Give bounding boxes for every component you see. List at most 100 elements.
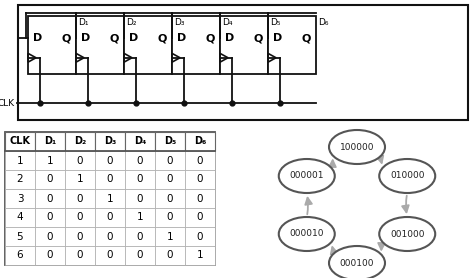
Bar (185, 189, 215, 208)
Text: 0: 0 (77, 193, 83, 203)
Bar (124, 16, 172, 74)
Bar (125, 208, 155, 227)
Bar (95, 246, 125, 265)
Bar (28, 16, 76, 74)
Bar (268, 16, 316, 74)
Bar (35, 132, 65, 151)
Text: CLK: CLK (0, 98, 15, 108)
Text: 0: 0 (197, 193, 203, 203)
Bar (125, 227, 155, 246)
Text: D₅: D₅ (270, 18, 281, 27)
Text: 0: 0 (137, 155, 143, 165)
Text: D₅: D₅ (164, 136, 176, 147)
Bar (35, 170, 65, 189)
Text: Q: Q (301, 33, 310, 43)
Bar (35, 246, 65, 265)
Text: 0: 0 (77, 232, 83, 242)
Ellipse shape (379, 217, 435, 251)
Text: 100000: 100000 (340, 143, 374, 152)
Text: D₃: D₃ (104, 136, 116, 147)
Text: 2: 2 (17, 175, 23, 185)
Bar (155, 208, 185, 227)
Bar (185, 132, 215, 151)
Text: 0: 0 (137, 232, 143, 242)
Text: Q: Q (253, 33, 263, 43)
Text: 0: 0 (77, 250, 83, 260)
Text: 1: 1 (17, 155, 23, 165)
Text: D: D (82, 33, 91, 43)
Bar (76, 16, 124, 74)
Ellipse shape (279, 159, 335, 193)
Bar (125, 189, 155, 208)
Bar (5, 170, 35, 189)
Bar (95, 151, 125, 170)
Text: 1: 1 (197, 250, 203, 260)
Text: 0: 0 (197, 175, 203, 185)
Text: 0: 0 (137, 250, 143, 260)
Text: 000010: 000010 (290, 230, 324, 239)
Text: 0: 0 (107, 175, 113, 185)
Bar (5, 208, 35, 227)
Text: 0: 0 (77, 155, 83, 165)
Bar (5, 189, 35, 208)
Text: D: D (177, 33, 187, 43)
Text: D₃: D₃ (174, 18, 184, 27)
Bar (185, 246, 215, 265)
Text: Q: Q (157, 33, 167, 43)
Text: 0: 0 (107, 232, 113, 242)
Text: 0: 0 (167, 212, 173, 222)
Bar (65, 208, 95, 227)
Text: Q: Q (61, 33, 71, 43)
Text: Q: Q (109, 33, 118, 43)
Text: 0: 0 (47, 193, 53, 203)
Text: D₂: D₂ (126, 18, 137, 27)
Bar (185, 170, 215, 189)
Bar (65, 246, 95, 265)
Text: D: D (33, 33, 43, 43)
Bar (65, 227, 95, 246)
Text: 0: 0 (47, 212, 53, 222)
Text: 010000: 010000 (390, 172, 425, 180)
Text: 6: 6 (17, 250, 23, 260)
Bar (155, 151, 185, 170)
Text: 5: 5 (17, 232, 23, 242)
Ellipse shape (329, 130, 385, 164)
Bar (185, 208, 215, 227)
Text: 001000: 001000 (390, 230, 425, 239)
Bar (155, 246, 185, 265)
Text: 0: 0 (137, 175, 143, 185)
Text: 1: 1 (137, 212, 143, 222)
Text: 1: 1 (46, 155, 53, 165)
Bar (5, 151, 35, 170)
Bar (172, 16, 220, 74)
Bar (125, 132, 155, 151)
Text: D₆: D₆ (318, 18, 328, 27)
Bar (35, 189, 65, 208)
Text: 0: 0 (107, 250, 113, 260)
Bar (185, 151, 215, 170)
Text: 0: 0 (77, 212, 83, 222)
Text: 1: 1 (167, 232, 173, 242)
Bar (65, 189, 95, 208)
Bar (220, 16, 268, 74)
Text: D₁: D₁ (78, 18, 89, 27)
Text: 0: 0 (47, 232, 53, 242)
Text: 0: 0 (167, 155, 173, 165)
Text: 1: 1 (77, 175, 83, 185)
Bar (35, 208, 65, 227)
Bar (125, 170, 155, 189)
Bar (95, 208, 125, 227)
Text: 0: 0 (107, 212, 113, 222)
Bar (5, 227, 35, 246)
Text: D₁: D₁ (44, 136, 56, 147)
Bar (65, 170, 95, 189)
Bar (95, 170, 125, 189)
Bar (155, 189, 185, 208)
Text: D₄: D₄ (222, 18, 233, 27)
Text: 0: 0 (197, 212, 203, 222)
Text: 000001: 000001 (290, 172, 324, 180)
Bar (18, 5, 468, 120)
Text: 0: 0 (197, 155, 203, 165)
Bar (125, 246, 155, 265)
Text: D₂: D₂ (74, 136, 86, 147)
